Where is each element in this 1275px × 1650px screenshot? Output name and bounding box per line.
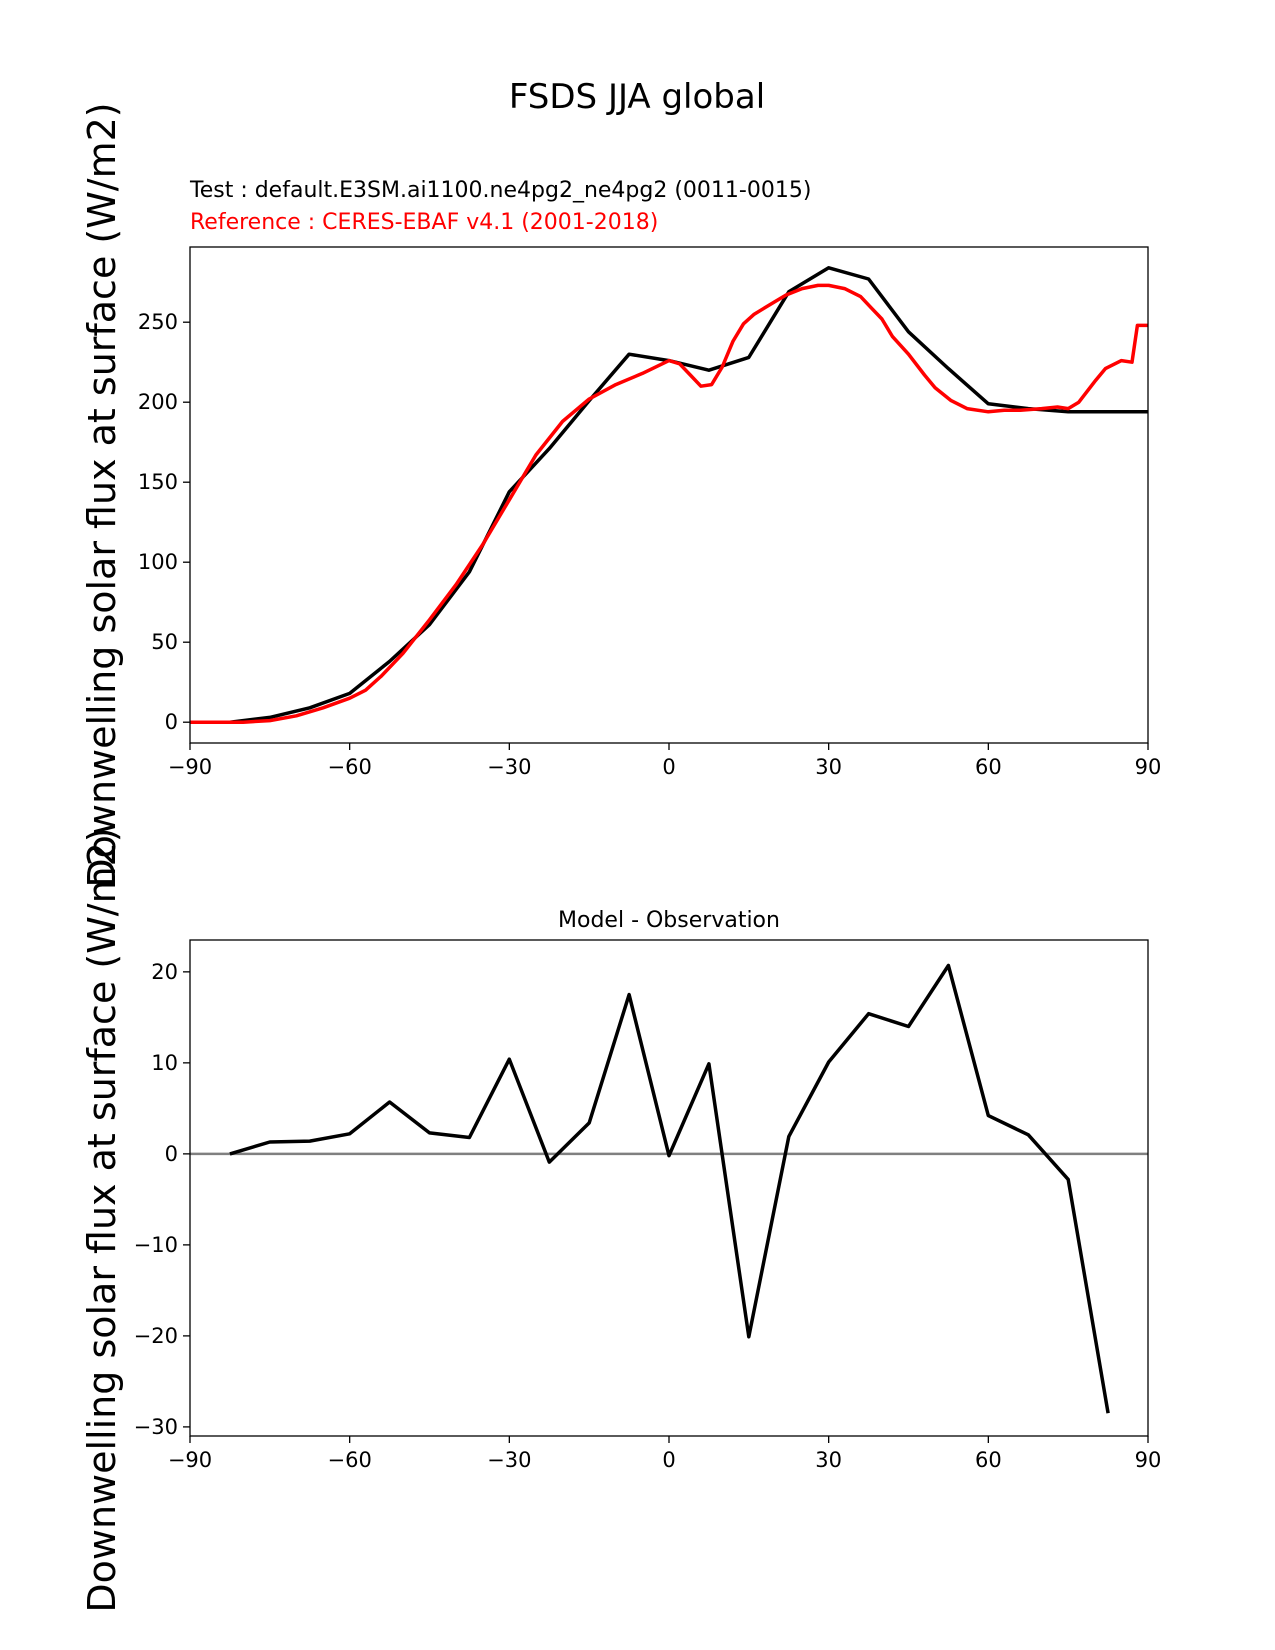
figure-title: FSDS JJA global — [509, 77, 765, 117]
lower-xtick-label: 90 — [1135, 1448, 1162, 1472]
upper-reference-label: Reference : CERES-EBAF v4.1 (2001-2018) — [190, 210, 658, 235]
upper-axes-frame — [189, 246, 1149, 744]
upper-xtick-label: −60 — [328, 755, 372, 779]
lower-ylabel: Downwelling solar flux at surface (W/m2) — [80, 827, 124, 1612]
lower-series-difference — [229, 963, 1110, 1414]
lower-title: Model - Observation — [558, 908, 780, 933]
lower-ticks: −90 −60 −30 0 30 60 90 −30 −20 −10 0 10 20 — [134, 960, 1162, 1472]
upper-xtick-label: 30 — [815, 755, 842, 779]
lower-ytick-label: 0 — [165, 1142, 178, 1166]
upper-chart: Test : default.E3SM.ai1100.ne4pg2_ne4pg2… — [80, 102, 1161, 887]
upper-ticks: −90 −60 −30 0 30 60 90 0 50 100 150 200 250 — [138, 310, 1161, 779]
upper-ytick-label: 100 — [138, 550, 178, 574]
upper-ytick-label: 0 — [165, 710, 178, 734]
lower-xtick-label: −90 — [168, 1448, 212, 1472]
lower-ytick-label: −30 — [134, 1415, 178, 1439]
lower-ytick-label: 10 — [151, 1051, 178, 1075]
upper-xtick-label: −30 — [487, 755, 531, 779]
upper-test-label: Test : default.E3SM.ai1100.ne4pg2_ne4pg2… — [189, 178, 811, 203]
lower-chart: Model - Observation −90 −60 −30 0 30 60 90−30−… — [80, 827, 1161, 1612]
lower-xtick-label: 0 — [662, 1448, 675, 1472]
lower-ytick-label: −10 — [134, 1233, 178, 1257]
upper-xtick-label: 90 — [1135, 755, 1162, 779]
upper-series-test — [190, 266, 1148, 724]
upper-ytick-label: 250 — [138, 310, 178, 334]
lower-xtick-label: 60 — [975, 1448, 1002, 1472]
upper-plot-area — [190, 266, 1148, 724]
upper-xtick-label: 60 — [975, 755, 1002, 779]
upper-ylabel: Downwelling solar flux at surface (W/m2) — [80, 102, 124, 887]
lower-xtick-label: −30 — [487, 1448, 531, 1472]
upper-series-reference — [190, 283, 1148, 724]
upper-xtick-label: 0 — [662, 755, 675, 779]
lower-xtick-label: −60 — [328, 1448, 372, 1472]
lower-ytick-label: 20 — [151, 960, 178, 984]
upper-ytick-label: 200 — [138, 390, 178, 414]
upper-ytick-label: 50 — [151, 630, 178, 654]
lower-axes-frame — [189, 939, 1149, 1437]
upper-ytick-label: 150 — [138, 470, 178, 494]
lower-plot-area — [190, 963, 1148, 1414]
upper-xtick-label: −90 — [168, 755, 212, 779]
lower-xtick-label: 30 — [815, 1448, 842, 1472]
lower-ytick-label: −20 — [134, 1324, 178, 1348]
